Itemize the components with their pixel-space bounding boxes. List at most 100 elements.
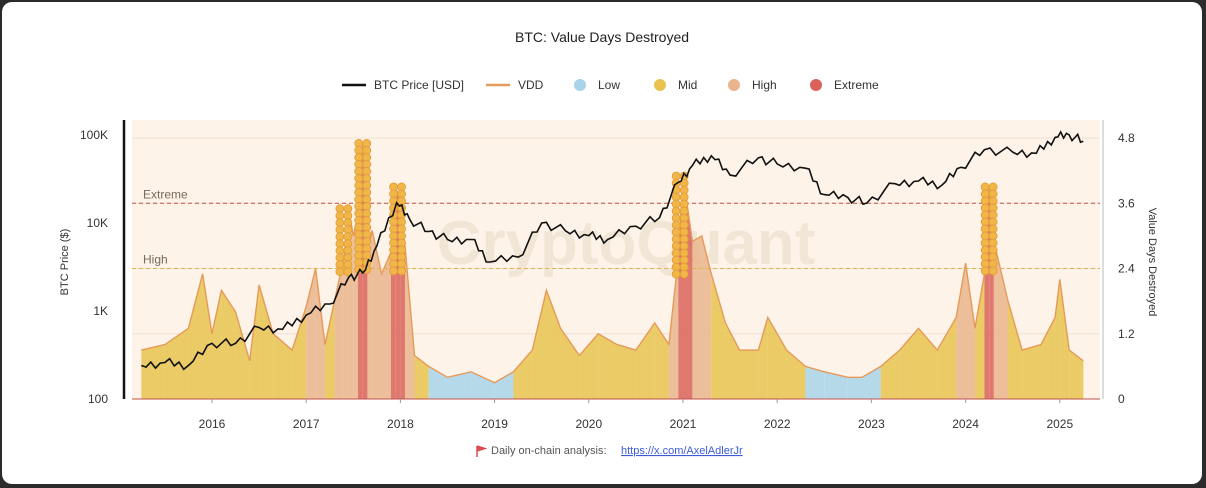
x-tick-1: 2017 xyxy=(293,417,320,431)
vdd-band-11 xyxy=(306,268,316,399)
vdd-band-29 xyxy=(447,371,472,399)
left-tick-3: 100K xyxy=(80,128,108,142)
vdd-band-26 xyxy=(405,246,415,399)
chart-title: BTC: Value Days Destroyed xyxy=(515,29,689,45)
footer: Daily on-chain analysis: https://x.com/A… xyxy=(476,445,743,457)
vdd-band-36 xyxy=(579,333,599,399)
vdd-band-46 xyxy=(711,273,726,399)
vdd-band-65 xyxy=(993,241,1008,399)
vdd-band-31 xyxy=(494,371,514,399)
flag-icon xyxy=(476,445,488,457)
legend-label-1: VDD xyxy=(518,78,544,92)
vdd-band-66 xyxy=(1007,301,1023,399)
vdd-band-54 xyxy=(847,377,862,399)
vdd-band-52 xyxy=(805,366,825,399)
extreme-marker-0 xyxy=(335,267,345,277)
legend-label-2: Low xyxy=(598,78,620,92)
left-tick-2: 10K xyxy=(87,216,108,230)
vdd-band-70 xyxy=(1059,279,1070,399)
vdd-band-53 xyxy=(824,371,848,399)
x-tick-8: 2024 xyxy=(952,417,979,431)
vdd-band-4 xyxy=(212,290,222,399)
vdd-band-45 xyxy=(701,235,712,399)
btc-price-line xyxy=(141,130,1084,371)
vdd-band-49 xyxy=(758,317,768,399)
x-tick-2: 2018 xyxy=(387,417,414,431)
vdd-band-60 xyxy=(956,263,966,399)
vdd-band-33 xyxy=(532,290,547,399)
vdd-band-32 xyxy=(513,350,533,399)
vdd-band-67 xyxy=(1022,344,1041,399)
extreme-marker-4 xyxy=(988,266,998,276)
legend-label-3: Mid xyxy=(678,78,697,92)
right-tick-4: 4.8 xyxy=(1118,131,1135,145)
vdd-band-6 xyxy=(235,312,250,399)
vdd-band-13 xyxy=(325,301,335,399)
vdd-band-2 xyxy=(188,273,203,399)
left-tick-1: 1K xyxy=(93,304,108,318)
right-tick-2: 2.4 xyxy=(1118,262,1135,276)
watermark: CryptoQuant xyxy=(437,209,816,278)
vdd-band-22 xyxy=(381,252,391,399)
vdd-band-58 xyxy=(918,328,938,399)
extreme-marker-2 xyxy=(389,266,398,276)
vdd-band-61 xyxy=(965,263,976,399)
vdd-band-27 xyxy=(414,355,429,399)
axes: 100 1K 10K 100K 0 1.2 2.4 3.6 4.8 2016 2017 2018 201… xyxy=(59,120,1158,431)
footer-link[interactable]: https://x.com/AxelAdlerJr xyxy=(621,445,743,457)
vdd-band-48 xyxy=(739,350,759,399)
vdd-band-10 xyxy=(292,306,307,399)
extreme-marker-0 xyxy=(343,267,353,277)
x-tick-9: 2025 xyxy=(1046,417,1073,431)
vdd-band-62 xyxy=(975,273,985,399)
vdd-band-0 xyxy=(141,344,165,399)
right-tick-0: 0 xyxy=(1118,392,1125,406)
vdd-band-8 xyxy=(259,284,274,399)
vdd-band-34 xyxy=(546,290,561,399)
footer-text: Daily on-chain analysis: xyxy=(491,445,607,457)
threshold-label-high: High xyxy=(143,253,168,267)
vdd-band-50 xyxy=(767,317,787,399)
vdd-band-68 xyxy=(1040,317,1056,399)
vdd-band-47 xyxy=(725,322,740,399)
right-tick-3: 3.6 xyxy=(1118,196,1135,210)
legend-label-4: High xyxy=(752,78,777,92)
vdd-band-3 xyxy=(202,273,212,399)
extreme-marker-3 xyxy=(671,269,681,279)
vdd-band-12 xyxy=(315,268,326,399)
vdd-band-57 xyxy=(899,328,919,399)
extreme-marker-2 xyxy=(397,266,406,276)
vdd-band-30 xyxy=(471,371,495,399)
thresholds: Extreme High xyxy=(132,187,1100,269)
vdd-band-71 xyxy=(1069,350,1084,399)
vdd-band-5 xyxy=(221,290,236,399)
x-tick-5: 2021 xyxy=(670,417,697,431)
legend-swatch-3 xyxy=(654,79,666,91)
legend-swatch-2 xyxy=(574,79,586,91)
x-tick-4: 2020 xyxy=(575,417,602,431)
legend-label-5: Extreme xyxy=(834,78,879,92)
x-tick-0: 2016 xyxy=(199,417,226,431)
left-tick-0: 100 xyxy=(88,392,108,406)
x-tick-7: 2023 xyxy=(858,417,885,431)
vdd-band-35 xyxy=(560,328,580,399)
extreme-marker-4 xyxy=(980,266,990,276)
right-axis-title: Value Days Destroyed xyxy=(1146,208,1158,317)
vdd-band-28 xyxy=(428,366,448,399)
vdd-band-38 xyxy=(617,344,636,399)
extreme-marker-3 xyxy=(679,269,689,279)
vdd-band-9 xyxy=(273,333,293,399)
right-tick-1: 1.2 xyxy=(1118,327,1135,341)
vdd-band-59 xyxy=(937,317,957,399)
vdd-band-41 xyxy=(668,257,679,399)
x-tick-3: 2019 xyxy=(481,417,508,431)
vdd-band-7 xyxy=(249,284,260,399)
legend: BTC Price [USD] VDD Low Mid High Extreme xyxy=(342,78,879,92)
left-axis-title: BTC Price ($) xyxy=(59,229,71,296)
vdd-band-37 xyxy=(598,333,618,399)
vdd-band-21 xyxy=(372,230,382,399)
legend-label-0: BTC Price [USD] xyxy=(374,78,464,92)
legend-swatch-5 xyxy=(810,79,822,91)
